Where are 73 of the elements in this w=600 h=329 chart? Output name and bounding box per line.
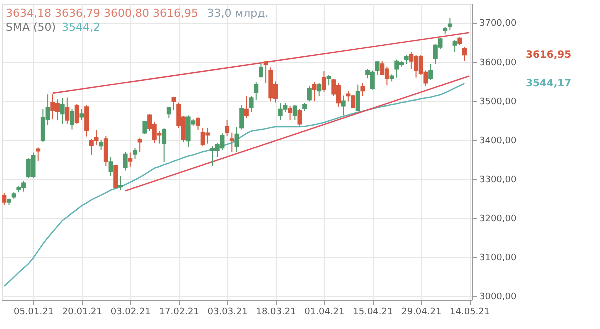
candlestick (230, 132, 234, 153)
candlestick (322, 71, 326, 92)
candlestick (254, 82, 259, 101)
text: SMA (50) (6, 21, 56, 34)
annotation: 33,0 млрд. (207, 7, 269, 20)
candlestick (360, 82, 366, 97)
x-tick-label: 18.03.21 (256, 308, 296, 318)
candlestick (133, 148, 138, 160)
line-series (4, 83, 466, 287)
candlestick (172, 96, 176, 111)
candlestick (70, 108, 74, 130)
candlestick (264, 60, 268, 84)
candlestick (356, 84, 360, 112)
candlestick (99, 139, 104, 151)
x-tick-label: 03.03.21 (208, 308, 248, 318)
candlestick (84, 105, 90, 138)
x-tick-label: 20.01.21 (62, 308, 102, 318)
candlestick (142, 120, 148, 135)
candlestick (298, 108, 302, 126)
candlestick (123, 152, 128, 172)
candlestick (317, 82, 322, 97)
x-tick-label: 17.02.21 (159, 308, 200, 318)
y-tick-label: 3000,00 (480, 292, 517, 303)
x-tick-label: 01.04.21 (304, 308, 345, 318)
y-tick-label: 3100,00 (480, 254, 517, 264)
candlestick (341, 95, 346, 116)
candlestick (80, 108, 84, 121)
candlestick (196, 117, 200, 132)
candlestick (162, 128, 167, 163)
y-tick-label: 3300,00 (480, 175, 517, 186)
y-tick-label: 3600,00 (480, 58, 517, 68)
candlestick (307, 86, 312, 102)
text: 3616,95 (526, 50, 572, 62)
candlestick (2, 192, 7, 206)
x-tick-label: 05.01.21 (14, 308, 54, 318)
y-tick-label: 3400,00 (480, 136, 517, 146)
y-tick-label: 3500,00 (480, 97, 517, 108)
candlestick (288, 106, 293, 121)
candlestick (108, 156, 114, 177)
candlestick (244, 96, 249, 119)
text: 3544,17 (526, 78, 572, 90)
candlestick (249, 96, 254, 113)
candlestick (428, 64, 434, 81)
candlestick (166, 106, 172, 119)
candlestick (326, 74, 332, 86)
x-tick-label: 29.04.21 (402, 308, 442, 318)
candlestick (118, 176, 123, 191)
candlestick (312, 82, 317, 102)
candlestick (128, 152, 133, 168)
x-tick-label: 03.02.21 (110, 308, 151, 318)
y-tick-label: 3700,00 (480, 19, 517, 30)
candlestick (448, 18, 452, 32)
candlestick (114, 164, 118, 190)
candlestick (234, 126, 240, 153)
candlestick (258, 63, 264, 78)
candlestick (36, 147, 41, 162)
x-tick-label: 15.04.21 (353, 308, 394, 318)
candlestick (65, 97, 70, 125)
candlestick (225, 120, 230, 136)
candlestick (138, 137, 142, 153)
y-tick-label: 3200,00 (480, 214, 517, 224)
annotation: 3544,2 (62, 21, 100, 34)
annotation: 3634,18 3636,79 3600,80 3616,95 (6, 7, 198, 20)
candlestick (240, 105, 244, 130)
candlestick (60, 98, 65, 125)
candlestick (375, 60, 380, 76)
candlestick (104, 135, 108, 167)
candlestick (452, 39, 458, 53)
x-tick-label: 14.05.21 (450, 308, 490, 318)
candlestick (404, 54, 409, 66)
candlestick (292, 105, 298, 121)
candlestick (74, 103, 80, 125)
candlestick (462, 46, 467, 62)
